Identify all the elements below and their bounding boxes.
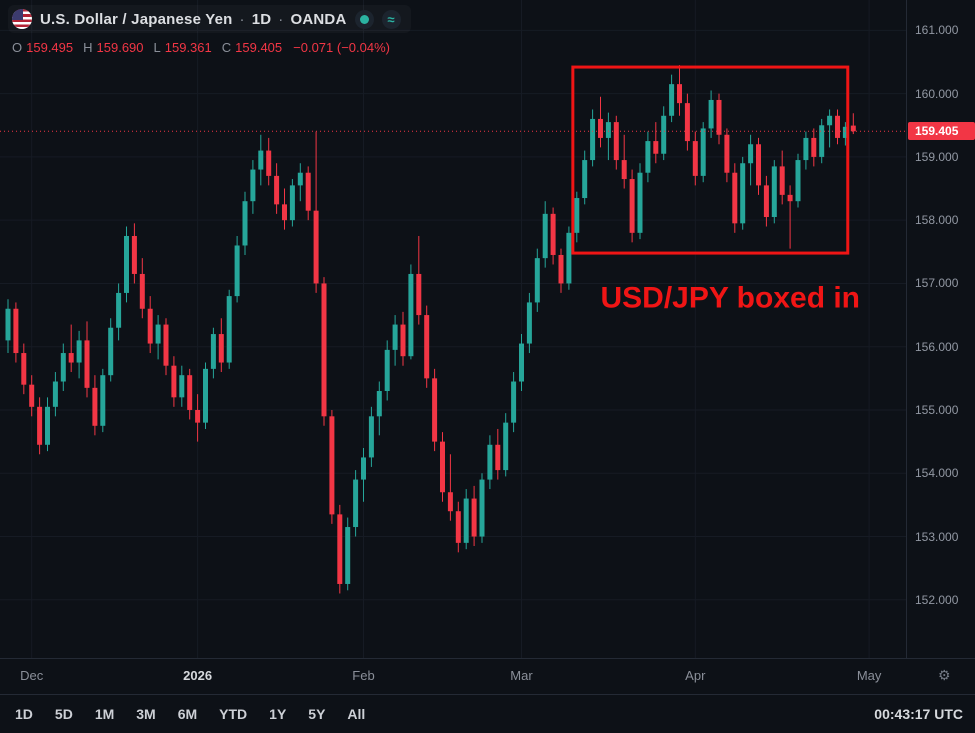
bottom-toolbar: 1D 5D 1M 3M 6M YTD 1Y 5Y All 00:43:17 UTC bbox=[0, 694, 975, 733]
price-tick: 159.000 bbox=[915, 149, 959, 164]
range-button-1d[interactable]: 1D bbox=[6, 702, 42, 726]
low-label: L bbox=[153, 40, 161, 55]
symbol-legend[interactable]: U.S. Dollar / Japanese Yen · 1D · OANDA … bbox=[8, 5, 411, 33]
range-button-ytd[interactable]: YTD bbox=[210, 702, 256, 726]
price-tick: 152.000 bbox=[915, 592, 959, 607]
symbol-name: U.S. Dollar / Japanese Yen bbox=[40, 10, 233, 28]
approx-quote-button[interactable]: ≈ bbox=[381, 9, 401, 29]
price-tick: 161.000 bbox=[915, 23, 959, 38]
time-axis-label-2026: 2026 bbox=[183, 668, 213, 683]
change-value: −0.071 (−0.04%) bbox=[293, 40, 390, 55]
separator-dot: · bbox=[239, 10, 245, 28]
high-label: H bbox=[83, 40, 93, 55]
low-value: 159.361 bbox=[164, 40, 212, 55]
close-value: 159.405 bbox=[235, 40, 283, 55]
price-tick: 156.000 bbox=[915, 339, 959, 354]
time-axis-label-feb: Feb bbox=[352, 668, 375, 683]
price-tick: 155.000 bbox=[915, 402, 959, 417]
price-tick: 160.000 bbox=[915, 86, 959, 101]
range-button-5d[interactable]: 5D bbox=[46, 702, 82, 726]
drawn-text-annotation: USD/JPY boxed in bbox=[601, 281, 861, 314]
price-axis[interactable]: 159.405 161.000 160.000 159.000 158.000 157.… bbox=[906, 0, 975, 694]
candles bbox=[5, 65, 856, 594]
utc-clock[interactable]: 00:43:17 UTC bbox=[874, 706, 963, 722]
market-status-button[interactable] bbox=[354, 9, 374, 29]
time-axis-label-mar: Mar bbox=[510, 668, 533, 683]
price-tick: 158.000 bbox=[915, 213, 959, 228]
time-axis-label-dec: Dec bbox=[20, 668, 44, 683]
range-button-all[interactable]: All bbox=[338, 702, 374, 726]
market-status-dot-icon bbox=[359, 14, 369, 24]
separator-dot: · bbox=[278, 10, 284, 28]
symbol-title: U.S. Dollar / Japanese Yen · 1D · OANDA bbox=[40, 11, 347, 28]
last-price-label: 159.405 bbox=[908, 122, 975, 141]
close-label: C bbox=[221, 40, 232, 55]
range-button-1m[interactable]: 1M bbox=[86, 702, 123, 726]
time-axis[interactable]: ⚙ Dec 2026 Feb Mar Apr May bbox=[0, 658, 975, 695]
range-button-3m[interactable]: 3M bbox=[127, 702, 164, 726]
approx-icon: ≈ bbox=[387, 11, 395, 27]
chart-canvas[interactable]: USD/JPY boxed in bbox=[0, 0, 906, 658]
us-flag-icon bbox=[12, 9, 32, 29]
range-button-1y[interactable]: 1Y bbox=[260, 702, 295, 726]
ohlc-readout: O 159.495 H 159.690 L 159.361 C 159.405 −0.0… bbox=[12, 40, 390, 55]
price-tick: 157.000 bbox=[915, 276, 959, 291]
exchange-label: OANDA bbox=[290, 10, 347, 28]
date-range-switcher: 1D 5D 1M 3M 6M YTD 1Y 5Y All bbox=[0, 702, 374, 726]
timeframe-label[interactable]: 1D bbox=[251, 10, 272, 28]
range-button-6m[interactable]: 6M bbox=[169, 702, 206, 726]
drawn-box-annotation bbox=[571, 65, 850, 255]
open-label: O bbox=[12, 40, 23, 55]
price-tick: 153.000 bbox=[915, 529, 959, 544]
price-tick: 154.000 bbox=[915, 466, 959, 481]
price-scale-gear-icon[interactable]: ⚙ bbox=[938, 667, 951, 683]
range-button-5y[interactable]: 5Y bbox=[299, 702, 334, 726]
open-value: 159.495 bbox=[26, 40, 74, 55]
high-value: 159.690 bbox=[96, 40, 144, 55]
time-axis-label-may: May bbox=[856, 668, 882, 683]
time-axis-label-apr: Apr bbox=[685, 668, 706, 683]
